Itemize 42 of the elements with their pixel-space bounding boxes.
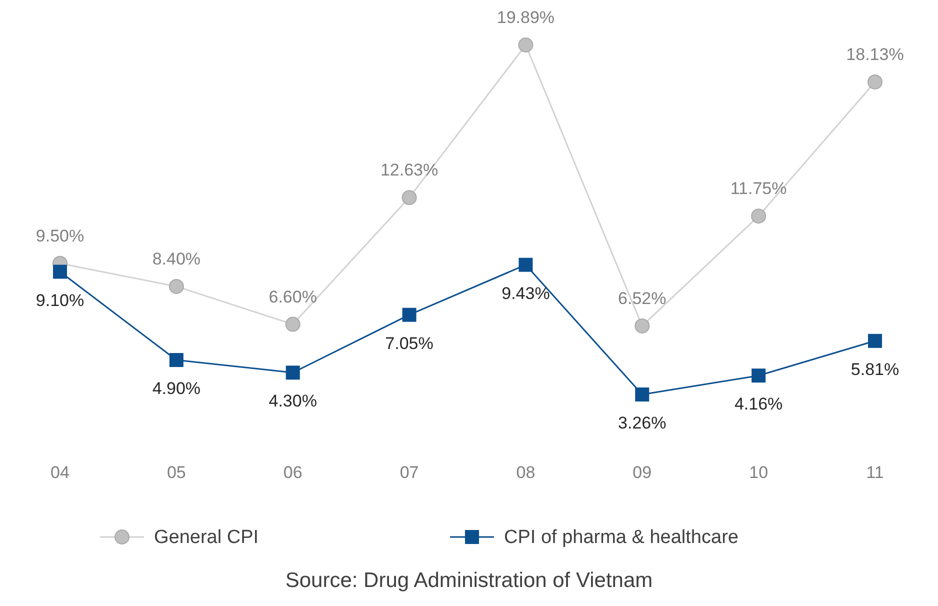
point [286,366,300,380]
data-label: 9.50% [36,226,84,246]
point [285,316,300,332]
point [168,278,184,294]
point [868,334,882,348]
point [402,308,416,322]
data-label: 9.43% [502,284,550,303]
point [518,258,533,272]
x-tick-label: 11 [866,463,884,482]
data-label: 6.52% [618,288,666,308]
legend-label: CPI of pharma & healthcare [504,527,738,548]
data-label: 19.89% [496,8,555,27]
point [518,38,534,52]
x-tick-label: 08 [516,463,536,482]
legend-label: General CPI [154,527,259,548]
data-label: 4.16% [734,394,783,414]
point [634,318,650,334]
x-tick-label: 07 [400,463,419,482]
source-note: Source: Drug Administration of Vietnam [285,569,653,592]
data-label: 11.75% [730,179,787,198]
x-tick-label: 05 [166,463,186,482]
point [868,74,882,90]
x-tick-label: 04 [50,463,70,482]
point [402,190,417,206]
data-label: 12.63% [380,160,438,180]
point [53,264,67,279]
x-tick-label: 09 [632,463,652,482]
data-label: 6.60% [268,287,317,306]
x-tick-label: 10 [749,463,768,482]
point [635,387,650,402]
data-label: 8.40% [152,249,201,268]
data-label: 7.05% [385,334,434,353]
point [751,208,766,224]
data-label: 18.13% [846,44,904,64]
data-label: 4.30% [268,392,317,411]
data-label: 3.26% [618,413,666,432]
data-label: 5.81% [850,360,900,379]
point [752,368,766,383]
x-tick-label: 06 [283,463,302,482]
data-label: 9.10% [36,290,84,310]
data-label: 4.90% [152,379,201,398]
point [169,353,184,368]
